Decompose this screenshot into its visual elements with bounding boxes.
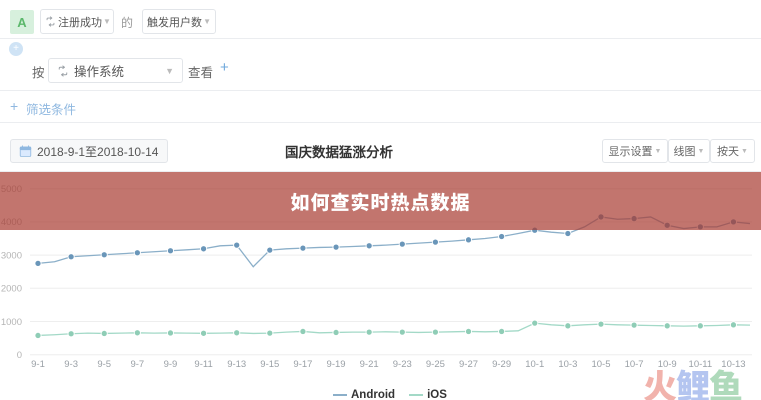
svg-text:9-17: 9-17 [293,359,312,370]
svg-text:9-29: 9-29 [492,359,511,370]
svg-text:9-13: 9-13 [227,359,246,370]
svg-text:10-1: 10-1 [525,359,544,370]
svg-text:3000: 3000 [1,250,22,261]
svg-text:9-19: 9-19 [327,359,346,370]
svg-text:9-25: 9-25 [426,359,445,370]
svg-text:9-3: 9-3 [64,359,78,370]
svg-text:9-27: 9-27 [459,359,478,370]
svg-text:9-7: 9-7 [130,359,144,370]
svg-text:2000: 2000 [1,284,22,295]
svg-text:9-23: 9-23 [393,359,412,370]
svg-text:10-5: 10-5 [591,359,610,370]
svg-text:10-3: 10-3 [558,359,577,370]
svg-text:10-7: 10-7 [625,359,644,370]
svg-text:0: 0 [17,350,22,361]
svg-text:9-11: 9-11 [194,359,212,370]
svg-text:9-15: 9-15 [260,359,279,370]
svg-text:9-9: 9-9 [164,359,178,370]
svg-text:1000: 1000 [1,317,22,328]
svg-text:9-21: 9-21 [360,359,379,370]
svg-text:9-5: 9-5 [97,359,111,370]
svg-text:9-1: 9-1 [31,359,45,370]
